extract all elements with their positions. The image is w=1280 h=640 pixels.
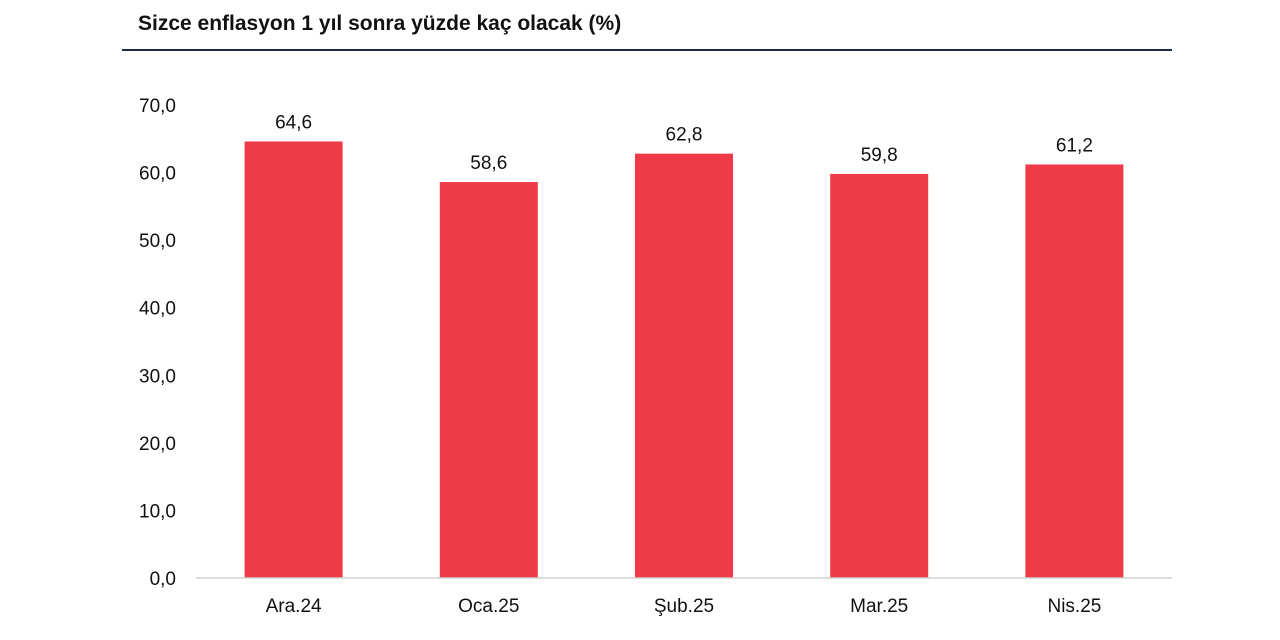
title-divider (122, 49, 1172, 51)
bar (1025, 164, 1124, 578)
bar-value-label: 59,8 (861, 145, 898, 166)
x-axis: Ara.24 Oca.25 Şub.25 Mar.25 Nis.25 (266, 596, 1102, 617)
y-tick-label: 20,0 (139, 434, 176, 455)
bars-group (244, 141, 1124, 578)
bar-value-label: 64,6 (275, 112, 312, 133)
x-tick-label: Nis.25 (1047, 596, 1101, 617)
y-tick-label: 30,0 (139, 366, 176, 387)
bar (244, 141, 343, 578)
value-labels: 64,6 58,6 62,8 59,8 61,2 (275, 112, 1093, 174)
y-axis: 0,0 10,0 20,0 30,0 40,0 50,0 60,0 70,0 (139, 96, 176, 590)
chart-title: Sizce enflasyon 1 yıl sonra yüzde kaç ol… (138, 12, 622, 35)
y-tick-label: 10,0 (139, 501, 176, 522)
y-tick-label: 60,0 (139, 164, 176, 185)
x-tick-label: Şub.25 (654, 596, 714, 617)
bar-value-label: 61,2 (1056, 135, 1093, 156)
bar (830, 173, 929, 578)
y-tick-label: 40,0 (139, 299, 176, 320)
y-tick-label: 0,0 (150, 569, 176, 590)
bar (439, 182, 538, 578)
bar-value-label: 62,8 (666, 125, 703, 146)
y-tick-label: 50,0 (139, 231, 176, 252)
bar (635, 153, 733, 578)
x-tick-label: Oca.25 (458, 596, 519, 617)
bar-value-label: 58,6 (470, 153, 507, 174)
x-tick-label: Mar.25 (850, 596, 908, 617)
y-tick-label: 70,0 (139, 96, 176, 117)
x-tick-label: Ara.24 (266, 596, 322, 617)
